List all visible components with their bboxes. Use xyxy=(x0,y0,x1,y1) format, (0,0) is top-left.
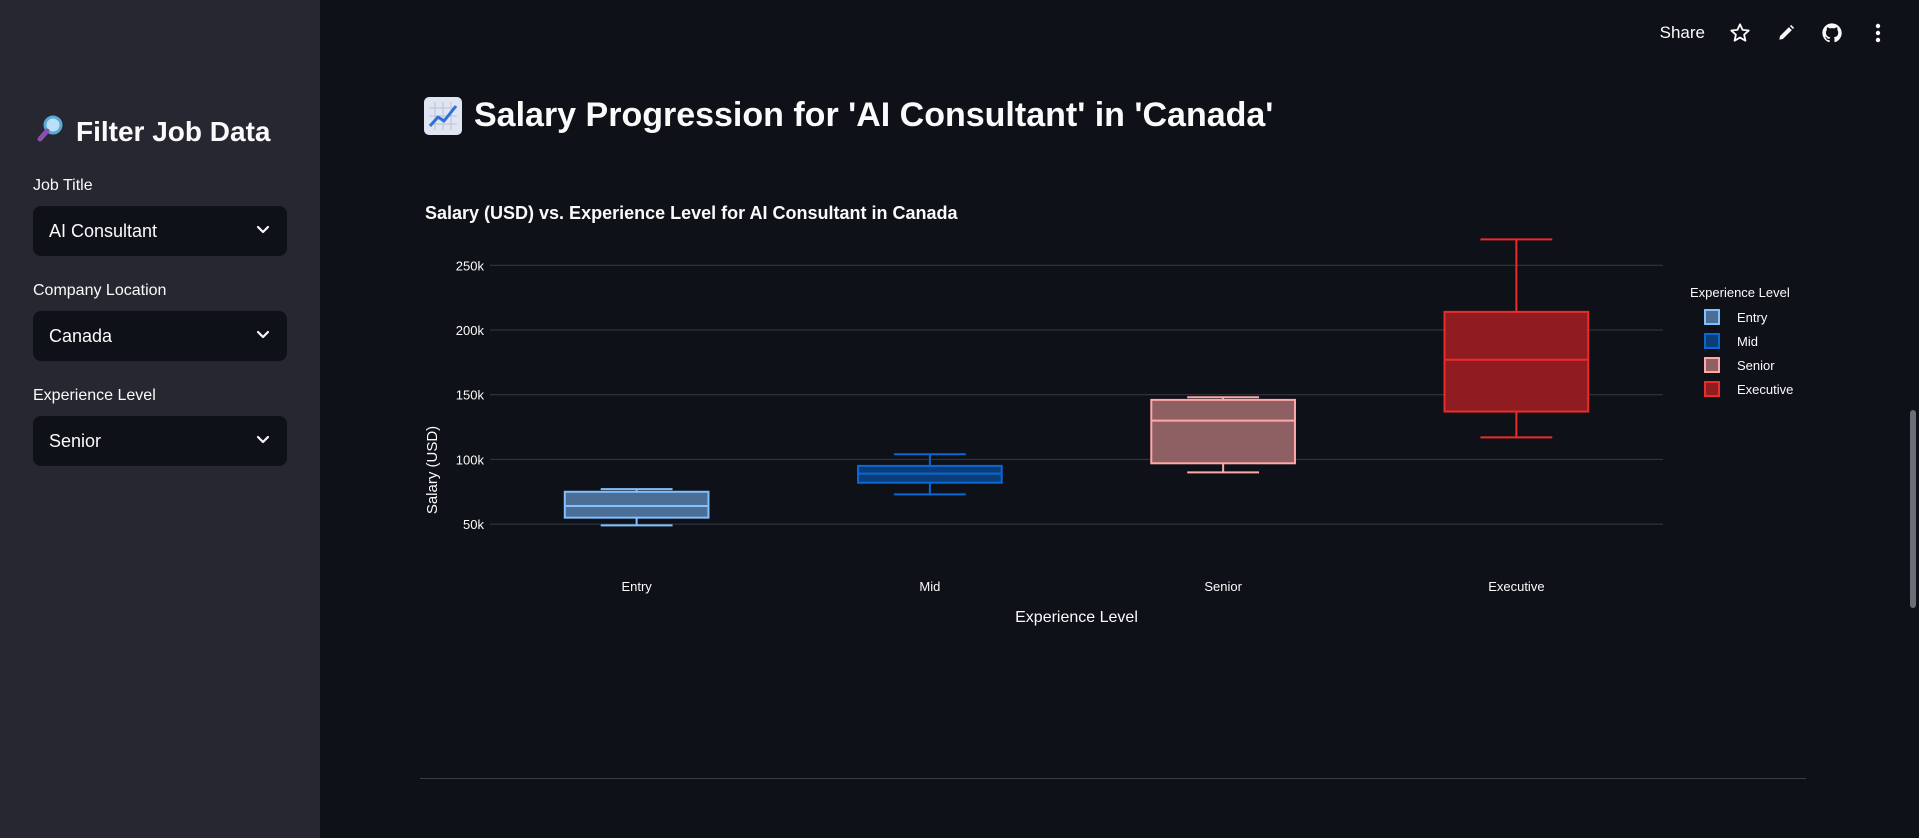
x-tick-label: Executive xyxy=(1488,579,1544,594)
y-axis-label: Salary (USD) xyxy=(424,426,441,514)
box-plot-chart: Salary (USD) vs. Experience Level for AI… xyxy=(410,190,1830,710)
y-tick-label: 150k xyxy=(456,388,485,403)
sidebar-title-text: Filter Job Data xyxy=(76,115,271,147)
chevron-down-icon xyxy=(255,326,271,347)
legend-swatch xyxy=(1704,357,1720,373)
box-iqr xyxy=(1150,398,1296,465)
divider xyxy=(420,778,1806,779)
scrollbar[interactable] xyxy=(1905,0,1919,838)
box-entry[interactable] xyxy=(563,488,710,527)
chart-title: Salary (USD) vs. Experience Level for AI… xyxy=(425,203,958,223)
magnifier-icon xyxy=(36,113,66,150)
y-tick-label: 100k xyxy=(456,452,485,467)
x-tick-label: Senior xyxy=(1204,579,1242,594)
box-senior[interactable] xyxy=(1150,396,1296,474)
boxes xyxy=(563,238,1590,527)
pencil-icon[interactable] xyxy=(1775,22,1797,44)
sidebar-title: Filter Job Data xyxy=(36,113,270,150)
legend-label: Senior xyxy=(1737,358,1775,373)
x-axis-label: Experience Level xyxy=(1015,609,1138,626)
more-vert-icon[interactable] xyxy=(1867,22,1889,44)
experience-level-value: Senior xyxy=(49,430,102,451)
legend-swatch xyxy=(1704,381,1720,397)
y-tick-label: 200k xyxy=(456,323,485,338)
chevron-down-icon xyxy=(255,431,271,452)
share-button[interactable]: Share xyxy=(1659,23,1705,42)
x-tick-label: Entry xyxy=(621,579,652,594)
y-axis-ticks: 50k 100k 150k 200k 250k xyxy=(456,258,485,532)
legend-title: Experience Level xyxy=(1690,285,1790,300)
legend-label: Entry xyxy=(1737,310,1768,325)
legend-item-entry[interactable]: Entry xyxy=(1704,309,1768,325)
box-mid[interactable] xyxy=(857,453,1003,496)
box-plot-svg: Salary (USD) vs. Experience Level for AI… xyxy=(424,203,1793,626)
company-location-label: Company Location xyxy=(33,282,167,299)
company-location-select[interactable]: Canada xyxy=(33,311,287,361)
x-axis-ticks: Entry Mid Senior Executive xyxy=(621,579,1544,594)
legend-item-mid[interactable]: Mid xyxy=(1704,333,1758,349)
legend-item-senior[interactable]: Senior xyxy=(1704,357,1775,373)
job-title-select[interactable]: AI Consultant xyxy=(33,206,287,256)
legend-swatch xyxy=(1704,309,1720,325)
legend: Experience Level Entry Mid Senior Executive xyxy=(1690,285,1793,397)
x-tick-label: Mid xyxy=(919,579,940,594)
sidebar: Filter Job Data Job Title AI Consultant … xyxy=(0,0,320,838)
legend-label: Executive xyxy=(1737,382,1793,397)
company-location-value: Canada xyxy=(49,325,113,346)
experience-level-select[interactable]: Senior xyxy=(33,416,287,466)
box-iqr xyxy=(563,490,710,519)
page-title: Salary Progression for 'AI Consultant' i… xyxy=(424,96,1273,135)
job-title-label: Job Title xyxy=(33,177,93,194)
top-toolbar: Share xyxy=(1660,20,1889,46)
experience-level-label: Experience Level xyxy=(33,387,156,404)
page-title-text: Salary Progression for 'AI Consultant' i… xyxy=(474,96,1274,134)
chart-increasing-icon xyxy=(424,96,462,135)
box-iqr xyxy=(1443,310,1590,413)
y-tick-label: 250k xyxy=(456,258,485,273)
legend-swatch xyxy=(1704,333,1720,349)
y-tick-label: 50k xyxy=(463,517,484,532)
star-icon[interactable] xyxy=(1729,22,1751,44)
chevron-down-icon xyxy=(255,221,271,242)
box-executive[interactable] xyxy=(1443,238,1590,439)
scrollbar-thumb[interactable] xyxy=(1910,410,1916,608)
legend-label: Mid xyxy=(1737,334,1758,349)
job-title-value: AI Consultant xyxy=(49,220,158,241)
legend-item-executive[interactable]: Executive xyxy=(1704,381,1793,397)
github-icon[interactable] xyxy=(1821,22,1843,44)
